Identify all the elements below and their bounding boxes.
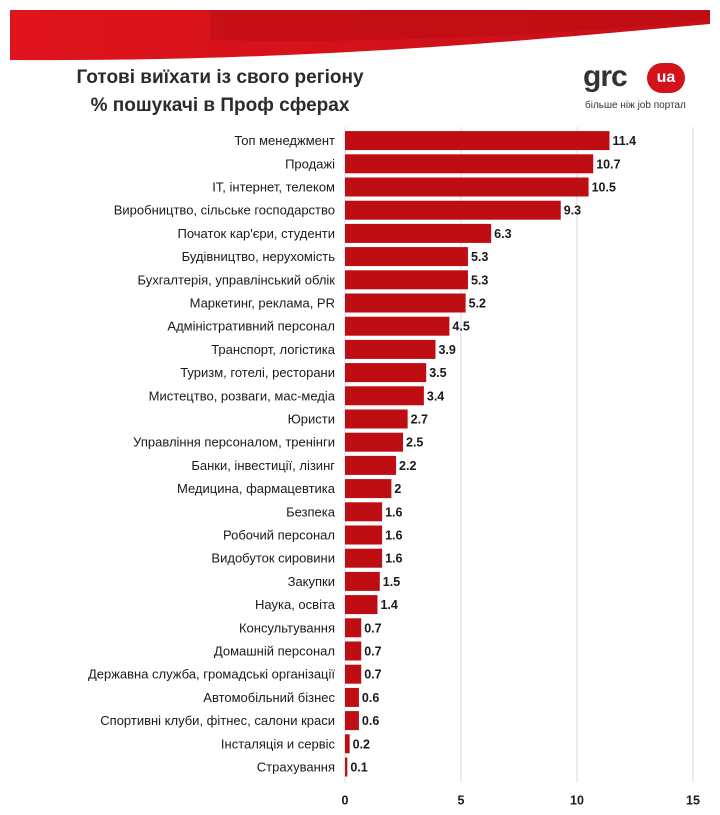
value-label: 6.3 <box>494 227 511 241</box>
bar <box>345 339 436 359</box>
bar <box>345 571 380 591</box>
value-label: 2 <box>394 482 401 496</box>
logo-wordmark: grc <box>583 60 628 93</box>
category-label: Адміністративний персонал <box>167 319 335 334</box>
bar <box>345 641 362 661</box>
category-label: Спортивні клуби, фітнес, салони краси <box>100 713 335 728</box>
bar <box>345 432 403 452</box>
category-label: Туризм, готелі, ресторани <box>180 365 335 380</box>
header-band <box>10 10 710 61</box>
grc-logo: grc ua більше ніж job портал <box>583 60 703 120</box>
x-tick-label: 5 <box>458 794 465 808</box>
bar <box>345 247 468 267</box>
bar <box>345 734 350 754</box>
value-label: 0.7 <box>364 621 381 635</box>
value-label: 9.3 <box>564 204 581 218</box>
bar <box>345 177 589 197</box>
category-label: Управління персоналом, тренінги <box>133 435 335 450</box>
chart-title-line1: Готові виїхати із свого регіону <box>76 67 364 88</box>
bar <box>345 479 392 499</box>
value-label: 1.6 <box>385 529 402 543</box>
value-label: 10.5 <box>592 181 616 195</box>
bar <box>345 502 383 522</box>
category-label: Транспорт, логістика <box>211 342 336 357</box>
bar <box>345 363 427 383</box>
value-label: 1.5 <box>383 575 400 589</box>
category-label: Будівництво, нерухомість <box>182 249 336 264</box>
category-label: Наука, освіта <box>255 597 336 612</box>
logo-badge: ua <box>647 63 685 93</box>
bar <box>345 409 408 429</box>
value-label: 0.6 <box>362 691 379 705</box>
category-label: Інсталяція и сервіс <box>221 736 336 751</box>
category-label: Банки, інвестиції, лізинг <box>191 458 335 473</box>
category-label: Страхування <box>257 760 335 775</box>
category-label: Автомобільний бізнес <box>203 690 335 705</box>
logo-tagline: більше ніж job портал <box>585 100 686 111</box>
category-label: Початок кар'єри, студенти <box>178 226 336 241</box>
value-label: 3.4 <box>427 389 444 403</box>
category-label: Бухгалтерія, управлінський облік <box>137 272 335 287</box>
bar <box>345 687 359 707</box>
bar <box>345 757 348 777</box>
category-label: Продажі <box>285 156 335 171</box>
value-label: 1.6 <box>385 552 402 566</box>
category-label: Безпека <box>286 504 336 519</box>
value-label: 1.4 <box>380 598 397 612</box>
bar <box>345 316 450 336</box>
value-label: 5.3 <box>471 250 488 264</box>
bar <box>345 131 610 151</box>
value-label: 0.7 <box>364 645 381 659</box>
value-label: 0.1 <box>350 761 367 775</box>
bar <box>345 525 383 545</box>
value-label: 0.7 <box>364 668 381 682</box>
chart-title: Готові виїхати із свого регіону % пошука… <box>40 64 400 120</box>
bar <box>345 664 362 684</box>
bar <box>345 223 492 243</box>
bar <box>345 293 466 313</box>
category-label: Консультування <box>239 620 335 635</box>
category-label: Домашній персонал <box>214 644 335 659</box>
value-label: 5.3 <box>471 273 488 287</box>
chart-subtitle: % пошукачі в Проф сферах <box>90 95 350 116</box>
bar <box>345 270 468 290</box>
category-label: Видобуток сировини <box>211 551 335 566</box>
category-label: Закупки <box>288 574 335 589</box>
category-label: Медицина, фармацевтика <box>177 481 336 496</box>
bar <box>345 548 383 568</box>
value-label: 10.7 <box>596 157 620 171</box>
value-label: 0.2 <box>353 737 370 751</box>
value-label: 3.5 <box>429 366 446 380</box>
bar <box>345 200 561 220</box>
x-tick-label: 15 <box>686 794 700 808</box>
category-label: Робочий персонал <box>223 528 335 543</box>
bar <box>345 711 359 731</box>
category-label: IT, інтернет, телеком <box>212 180 335 195</box>
value-label: 11.4 <box>612 134 636 148</box>
bar <box>345 386 424 406</box>
category-label: Маркетинг, реклама, PR <box>190 296 335 311</box>
category-label: Топ менеджмент <box>234 133 335 148</box>
category-label: Державна служба, громадські організації <box>88 667 335 682</box>
x-tick-label: 10 <box>570 794 584 808</box>
value-label: 0.6 <box>362 714 379 728</box>
value-label: 5.2 <box>469 297 486 311</box>
category-label: Мистецтво, розваги, мас-медіа <box>149 388 336 403</box>
bar <box>345 154 594 174</box>
category-label: Юристи <box>288 412 335 427</box>
bar <box>345 455 397 475</box>
value-label: 2.7 <box>411 413 428 427</box>
value-label: 1.6 <box>385 505 402 519</box>
value-label: 2.5 <box>406 436 423 450</box>
bar <box>345 618 362 638</box>
value-label: 3.9 <box>438 343 455 357</box>
bar <box>345 595 378 615</box>
category-label: Виробництво, сільське господарство <box>114 203 335 218</box>
value-label: 4.5 <box>452 320 469 334</box>
x-tick-label: 0 <box>342 794 349 808</box>
value-label: 2.2 <box>399 459 416 473</box>
